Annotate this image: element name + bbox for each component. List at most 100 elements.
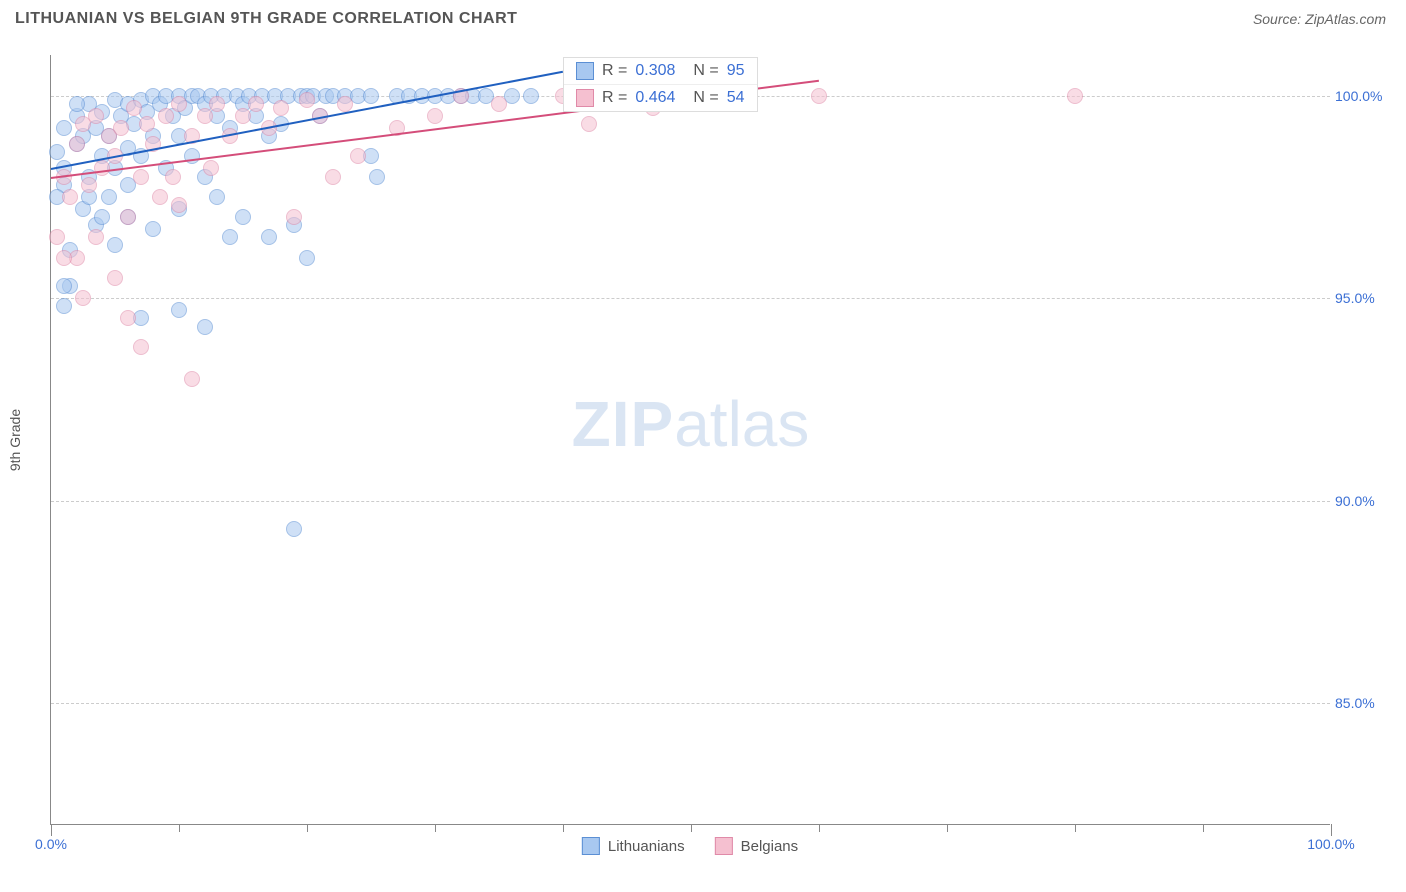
chart-area: 9th Grade ZIPatlas 85.0%90.0%95.0%100.0%…: [50, 55, 1330, 825]
scatter-point: [145, 221, 161, 237]
scatter-point: [107, 237, 123, 253]
gridline: [51, 703, 1330, 704]
y-tick-label: 90.0%: [1335, 493, 1390, 509]
scatter-point: [171, 96, 187, 112]
scatter-point: [235, 108, 251, 124]
scatter-point: [363, 88, 379, 104]
scatter-point: [184, 148, 200, 164]
scatter-point: [94, 209, 110, 225]
scatter-point: [69, 136, 85, 152]
chart-source: Source: ZipAtlas.com: [1253, 11, 1386, 27]
scatter-point: [427, 108, 443, 124]
x-tick: [179, 824, 180, 832]
y-tick-label: 100.0%: [1335, 88, 1390, 104]
bottom-legend-item: Belgians: [715, 837, 799, 855]
scatter-point: [133, 169, 149, 185]
legend-n-value: 95: [727, 62, 745, 80]
stats-legend: R = 0.308 N = 95 R = 0.464 N = 54: [563, 57, 758, 112]
chart-title: LITHUANIAN VS BELGIAN 9TH GRADE CORRELAT…: [15, 10, 517, 28]
scatter-point: [299, 250, 315, 266]
scatter-point: [197, 108, 213, 124]
scatter-point: [126, 100, 142, 116]
scatter-point: [222, 229, 238, 245]
legend-r-label: R =: [602, 62, 627, 80]
x-tick: [563, 824, 564, 832]
scatter-point: [139, 116, 155, 132]
scatter-point: [209, 189, 225, 205]
x-tick: [1075, 824, 1076, 832]
scatter-point: [337, 96, 353, 112]
scatter-point: [152, 189, 168, 205]
scatter-point: [491, 96, 507, 112]
scatter-point: [1067, 88, 1083, 104]
legend-swatch: [576, 89, 594, 107]
x-tick: [51, 824, 52, 836]
x-tick: [1331, 824, 1332, 836]
x-tick: [819, 824, 820, 832]
scatter-point: [120, 310, 136, 326]
scatter-point: [811, 88, 827, 104]
x-tick-label: 0.0%: [35, 836, 67, 852]
scatter-point: [107, 270, 123, 286]
stats-legend-row: R = 0.308 N = 95: [564, 58, 757, 85]
scatter-point: [273, 100, 289, 116]
x-tick: [435, 824, 436, 832]
legend-swatch: [715, 837, 733, 855]
scatter-point: [184, 371, 200, 387]
scatter-point: [101, 189, 117, 205]
scatter-point: [56, 298, 72, 314]
y-tick-label: 85.0%: [1335, 695, 1390, 711]
y-axis-title: 9th Grade: [7, 409, 23, 471]
x-tick: [307, 824, 308, 832]
scatter-plot: ZIPatlas 85.0%90.0%95.0%100.0%0.0%100.0%…: [50, 55, 1330, 825]
gridline: [51, 501, 1330, 502]
scatter-point: [133, 339, 149, 355]
scatter-point: [69, 96, 85, 112]
scatter-point: [49, 229, 65, 245]
bottom-legend-label: Belgians: [741, 838, 799, 855]
scatter-point: [286, 521, 302, 537]
legend-swatch: [576, 62, 594, 80]
legend-n-value: 54: [727, 89, 745, 107]
x-tick: [947, 824, 948, 832]
bottom-legend-item: Lithuanians: [582, 837, 685, 855]
scatter-point: [56, 120, 72, 136]
scatter-point: [49, 144, 65, 160]
scatter-point: [56, 250, 72, 266]
scatter-point: [299, 92, 315, 108]
scatter-point: [261, 229, 277, 245]
scatter-point: [350, 148, 366, 164]
gridline: [51, 298, 1330, 299]
scatter-point: [113, 120, 129, 136]
scatter-point: [235, 209, 251, 225]
x-tick-label: 100.0%: [1307, 836, 1354, 852]
scatter-point: [581, 116, 597, 132]
legend-r-value: 0.464: [635, 89, 675, 107]
scatter-point: [171, 302, 187, 318]
scatter-point: [56, 278, 72, 294]
legend-r-value: 0.308: [635, 62, 675, 80]
scatter-point: [94, 160, 110, 176]
scatter-point: [88, 229, 104, 245]
scatter-point: [120, 209, 136, 225]
scatter-point: [369, 169, 385, 185]
legend-n-label: N =: [693, 89, 718, 107]
scatter-point: [197, 319, 213, 335]
legend-n-label: N =: [693, 62, 718, 80]
bottom-legend-label: Lithuanians: [608, 838, 685, 855]
scatter-point: [81, 177, 97, 193]
scatter-point: [286, 209, 302, 225]
scatter-point: [248, 96, 264, 112]
scatter-point: [325, 169, 341, 185]
scatter-point: [209, 96, 225, 112]
x-tick: [1203, 824, 1204, 832]
stats-legend-row: R = 0.464 N = 54: [564, 85, 757, 111]
watermark: ZIPatlas: [572, 387, 810, 461]
legend-r-label: R =: [602, 89, 627, 107]
scatter-point: [203, 160, 219, 176]
scatter-point: [523, 88, 539, 104]
scatter-point: [75, 290, 91, 306]
y-tick-label: 95.0%: [1335, 290, 1390, 306]
x-tick: [691, 824, 692, 832]
scatter-point: [62, 189, 78, 205]
